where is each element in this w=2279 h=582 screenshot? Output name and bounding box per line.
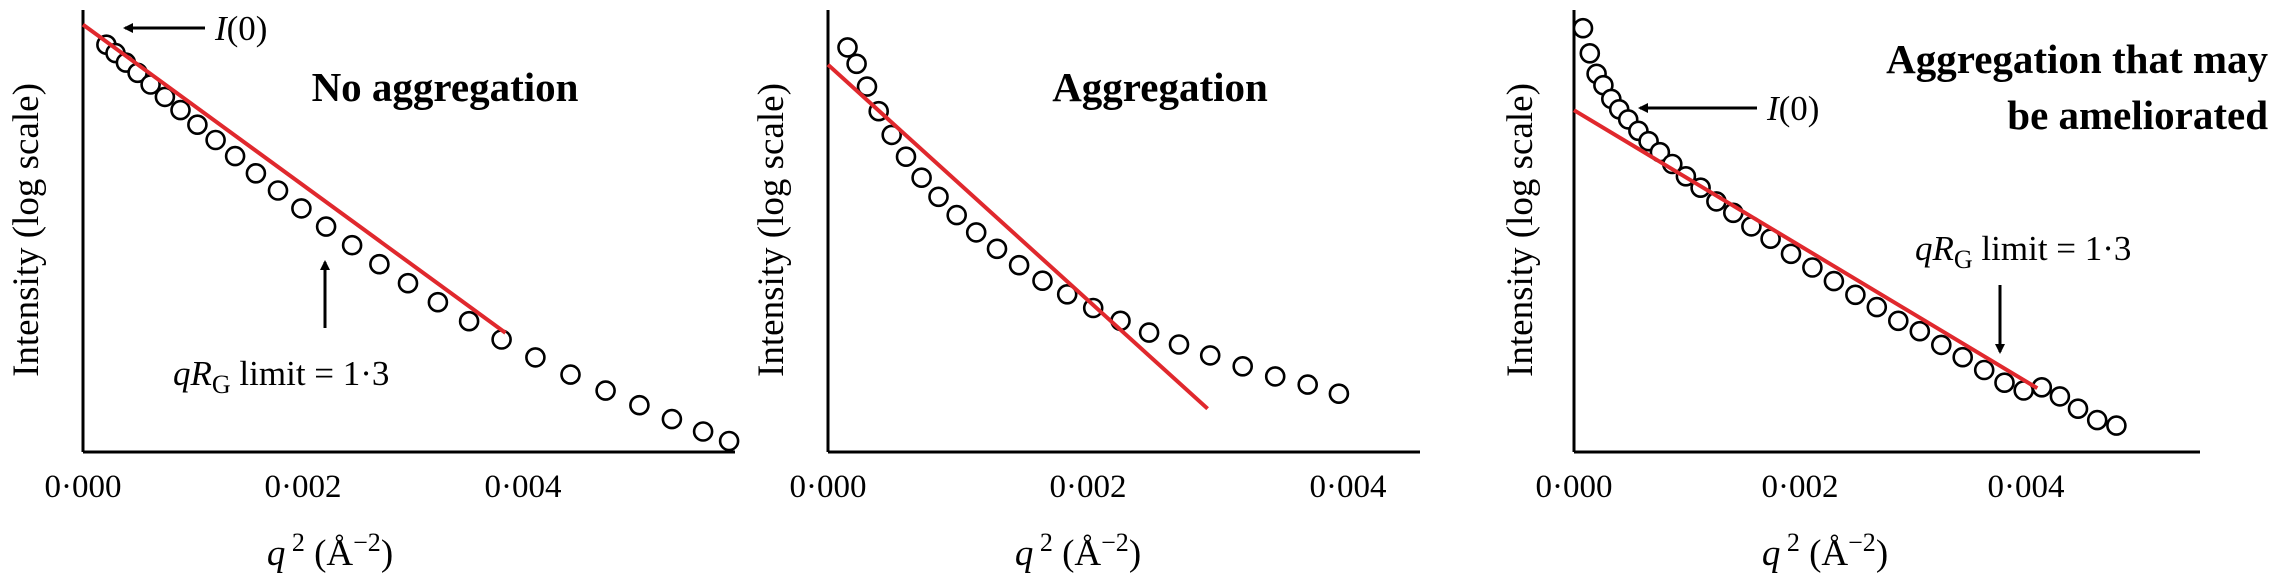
panel-aggregation-ameliorated: 0·000 0·002 0·004 q 2 (Å−2) Intensity (l… xyxy=(1500,10,2268,574)
data-point xyxy=(560,364,581,385)
data-point xyxy=(1008,254,1030,276)
data-point xyxy=(718,430,740,452)
data-point xyxy=(267,180,289,201)
data-point xyxy=(205,129,226,151)
data-point xyxy=(1232,355,1253,377)
x-tick-label: 0·000 xyxy=(790,469,867,505)
data-point xyxy=(1888,310,1909,332)
panel-title: No aggregation xyxy=(312,64,579,110)
x-axis-title: q 2 (Å−2) xyxy=(267,528,393,574)
panel-title-line-1: Aggregation that may xyxy=(1886,36,2268,82)
data-point xyxy=(397,272,419,294)
data-point xyxy=(2086,409,2108,431)
y-axis-title: Intensity (log scale) xyxy=(1500,83,1541,377)
svg-text:I(0): I(0) xyxy=(214,9,267,48)
data-point xyxy=(341,234,363,256)
data-point xyxy=(1572,17,1594,39)
data-point xyxy=(1780,243,1802,265)
series-marks xyxy=(826,37,1350,411)
data-point xyxy=(491,329,512,350)
data-point xyxy=(315,216,337,237)
series-marks xyxy=(81,22,740,452)
data-point xyxy=(928,186,949,208)
svg-text:qRG limit = 1·3: qRG limit = 1·3 xyxy=(1915,229,2131,274)
data-point xyxy=(2106,415,2127,436)
svg-text:I(0): I(0) xyxy=(1766,89,1819,128)
data-point xyxy=(661,408,683,430)
x-tick-label: 0·004 xyxy=(485,469,562,505)
panel-no-aggregation: 0·000 0·002 0·004 q 2 (Å−2) Intensity (l… xyxy=(6,9,740,574)
data-point xyxy=(154,86,176,108)
data-point xyxy=(224,145,246,167)
data-point xyxy=(525,347,546,368)
data-point xyxy=(1973,359,1995,381)
data-point xyxy=(1994,372,2015,394)
fit-line xyxy=(826,63,1209,411)
annotation-qrg-limit: qRG limit = 1·3 xyxy=(1915,229,2131,354)
data-point xyxy=(856,76,878,97)
data-point xyxy=(965,222,987,243)
x-tick-label: 0·000 xyxy=(45,469,122,505)
data-point xyxy=(2067,398,2089,420)
data-point xyxy=(881,124,903,146)
data-point xyxy=(1823,270,1845,292)
x-tick-label: 0·004 xyxy=(1988,469,2065,505)
y-axis-title: Intensity (log scale) xyxy=(6,83,47,377)
data-point xyxy=(291,198,312,219)
x-tick-label: 0·004 xyxy=(1310,469,1387,505)
x-tick-label: 0·002 xyxy=(1762,469,1839,505)
data-point xyxy=(1952,346,1973,368)
x-axis-title: q 2 (Å−2) xyxy=(1762,528,1888,574)
data-point xyxy=(1138,322,1160,343)
data-point xyxy=(245,163,267,184)
data-point xyxy=(692,421,714,442)
data-point xyxy=(1168,334,1190,355)
data-point xyxy=(1264,366,1286,387)
annotation-i0: I(0) xyxy=(1638,89,1819,128)
x-tick-label: 0·002 xyxy=(265,469,342,505)
x-tick-label: 0·002 xyxy=(1050,469,1127,505)
data-point xyxy=(629,394,650,416)
data-point xyxy=(946,204,968,226)
data-point xyxy=(1802,257,1823,278)
data-point xyxy=(846,53,867,75)
data-point xyxy=(458,310,480,332)
data-point xyxy=(1845,284,1866,306)
annotation-qrg-limit: qRG limit = 1·3 xyxy=(173,260,389,399)
data-point xyxy=(170,99,191,121)
annotation-i0: I(0) xyxy=(123,9,267,48)
data-point xyxy=(1032,270,1053,292)
data-point xyxy=(427,291,449,313)
fit-line xyxy=(1572,108,2039,390)
data-point xyxy=(895,146,917,167)
data-point xyxy=(1909,320,1931,342)
panel-aggregation: 0·000 0·002 0·004 q 2 (Å−2) Intensity (l… xyxy=(751,10,1420,574)
panel-title: Aggregation xyxy=(1052,64,1268,110)
data-point xyxy=(1199,345,1221,366)
y-axis-title: Intensity (log scale) xyxy=(751,83,792,377)
x-axis-title: q 2 (Å−2) xyxy=(1015,528,1141,574)
data-point xyxy=(911,167,932,188)
series-marks xyxy=(1572,17,2127,436)
svg-text:qRG limit = 1·3: qRG limit = 1·3 xyxy=(173,354,389,399)
data-point xyxy=(1297,374,1318,395)
data-point xyxy=(2049,386,2071,407)
data-point xyxy=(1931,334,1952,356)
data-point xyxy=(595,380,616,401)
data-point xyxy=(1866,296,1888,318)
panel-title-line-2: be ameliorated xyxy=(2007,92,2268,138)
data-point xyxy=(986,238,1008,260)
data-point xyxy=(1579,42,1601,64)
data-point xyxy=(369,253,390,275)
data-point xyxy=(1056,283,1078,305)
data-point xyxy=(837,37,858,58)
data-point xyxy=(1328,383,1350,405)
fit-line xyxy=(81,22,507,335)
x-tick-label: 0·000 xyxy=(1536,469,1613,505)
data-point xyxy=(187,114,208,135)
